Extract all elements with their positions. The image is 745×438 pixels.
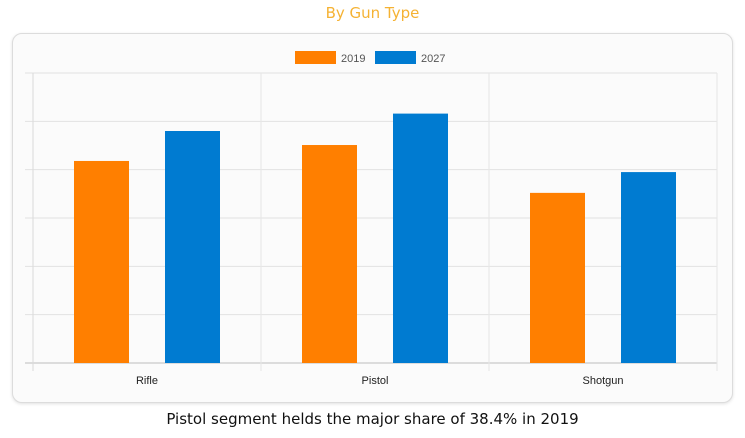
- x-tick-label: Pistol: [362, 375, 389, 387]
- x-tick-label: Rifle: [136, 375, 158, 387]
- x-tick-label: Shotgun: [583, 375, 624, 387]
- legend-label-2027: 2027: [421, 53, 445, 65]
- bars: [74, 113, 676, 363]
- legend: 2019 2027: [295, 51, 445, 65]
- chart-caption: Pistol segment helds the major share of …: [166, 410, 579, 428]
- bar-shotgun-2019: [530, 192, 585, 363]
- grid-lines: [25, 72, 718, 371]
- bar-rifle-2027: [165, 131, 220, 363]
- bar-pistol-2019: [302, 145, 357, 363]
- chart-title: By Gun Type: [325, 4, 420, 22]
- x-axis-ticks: Rifle Pistol Shotgun: [136, 375, 624, 387]
- legend-swatch-2019: [295, 51, 336, 64]
- bar-rifle-2019: [74, 160, 129, 363]
- legend-swatch-2027: [375, 51, 416, 64]
- bar-shotgun-2027: [621, 172, 676, 363]
- legend-label-2019: 2019: [341, 53, 365, 65]
- bar-pistol-2027: [393, 113, 448, 363]
